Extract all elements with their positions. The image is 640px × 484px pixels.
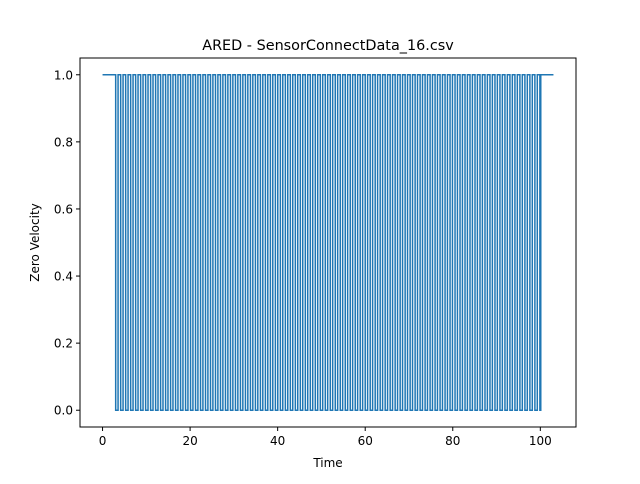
- y-axis: 0.0 0.2 0.4 0.6 0.8 1.0: [54, 68, 80, 418]
- x-tick-label: 80: [445, 434, 460, 448]
- axes-frame: [79, 57, 577, 428]
- y-tick-label: 0.2: [54, 337, 73, 351]
- x-tick-label: 20: [182, 434, 197, 448]
- y-tick-label: 0.0: [54, 404, 73, 418]
- x-axis-label: Time: [312, 456, 342, 470]
- y-tick-label: 0.6: [54, 202, 73, 216]
- y-axis-label: Zero Velocity: [28, 203, 42, 282]
- x-tick-label: 0: [99, 434, 107, 448]
- y-tick-label: 0.8: [54, 135, 73, 149]
- x-tick-label: 60: [358, 434, 373, 448]
- series-line: [102, 74, 554, 411]
- x-tick-label: 100: [529, 434, 552, 448]
- x-axis: 0 20 40 60 80 100: [99, 427, 552, 448]
- chart-title: ARED - SensorConnectData_16.csv: [202, 38, 454, 54]
- plot-area: [102, 74, 554, 411]
- y-tick-label: 1.0: [54, 68, 73, 82]
- x-tick-label: 40: [270, 434, 285, 448]
- y-tick-label: 0.4: [54, 270, 73, 284]
